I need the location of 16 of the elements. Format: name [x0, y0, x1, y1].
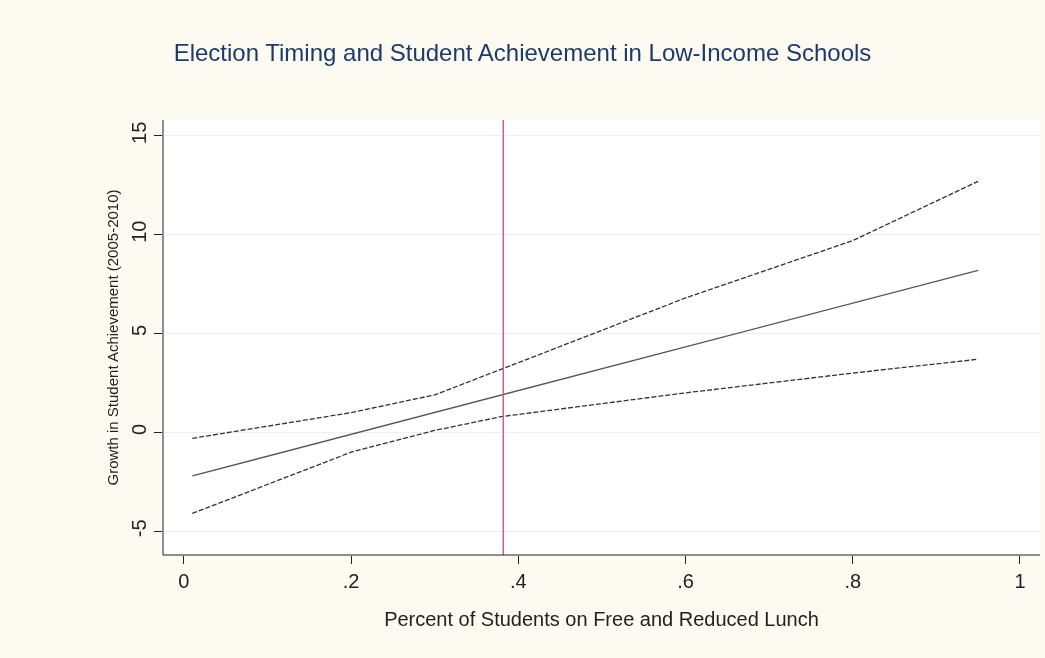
x-tick-label: 0	[178, 570, 190, 592]
line-series	[191, 358, 979, 515]
chart-title: Election Timing and Student Achievement in Low-Income Schools	[173, 39, 872, 67]
y-tick-label: 15	[128, 121, 150, 144]
line-series	[191, 180, 979, 439]
y-tick-label: 10	[128, 220, 150, 243]
x-tick-label: .6	[677, 570, 694, 592]
x-axis-title: Percent of Students on Free and Reduced Lunch	[384, 607, 819, 630]
y-tick-label: 5	[128, 324, 150, 337]
x-tick-label: .4	[509, 570, 527, 592]
y-tick-label: -5	[128, 519, 150, 538]
x-tick-label: .2	[342, 570, 360, 592]
x-tick-label: 1	[1014, 570, 1026, 592]
y-axis-title: Growth in Student Achievement (2005-2010)	[104, 189, 122, 486]
y-tick-label: 0	[128, 423, 150, 435]
x-tick-label: .8	[844, 570, 862, 592]
